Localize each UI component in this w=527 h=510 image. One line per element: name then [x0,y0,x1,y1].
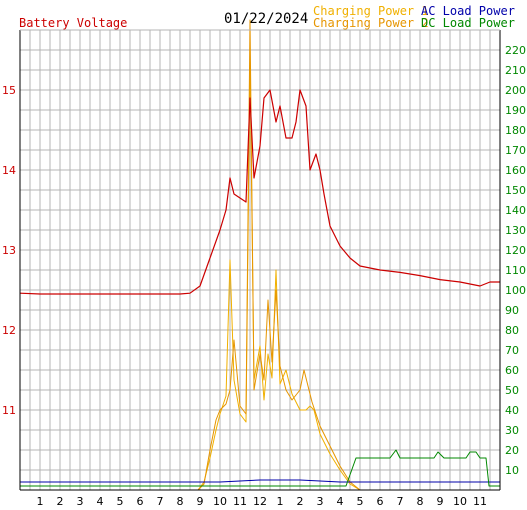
x-tick-label: 11 [473,495,487,508]
y-tick-label-right: 140 [505,204,526,217]
x-tick-label: 5 [357,495,364,508]
y-tick-label-right: 110 [505,264,526,277]
series-line-battery-voltage [19,89,500,295]
tick-labels: 1 2 3 4 5 6 7 8 9 10 11 12 1 2 3 4 5 6 7 8 9 10 11111213141510… [2,44,526,508]
series-line-charging-power-1 [20,59,500,491]
y-tick-label-right: 190 [505,104,526,117]
legend-charging-power-1: Charging Power 1 [313,4,429,18]
x-tick-label: 8 [417,495,424,508]
y-tick-label-right: 90 [505,304,519,317]
x-tick-label: 12 [253,495,267,508]
x-tick-label: 5 [117,495,124,508]
legend-dc-load-power: DC Load Power [421,16,515,30]
y-tick-label-left: 13 [2,244,16,257]
y-tick-label-right: 100 [505,284,526,297]
series-line-charging-power-2 [20,19,500,491]
y-tick-label-right: 80 [505,324,519,337]
y-tick-label-right: 200 [505,84,526,97]
grid-lines [19,29,501,490]
x-tick-label: 2 [57,495,64,508]
series-line-dc-load-power [20,449,500,487]
x-tick-label: 1 [277,495,284,508]
x-tick-label: 9 [197,495,204,508]
y-tick-label-right: 130 [505,224,526,237]
y-tick-label-right: 170 [505,144,526,157]
x-tick-label: 9 [437,495,444,508]
x-tick-label: 8 [177,495,184,508]
y-tick-label-right: 160 [505,164,526,177]
y-tick-label-left: 11 [2,404,16,417]
x-tick-label: 2 [297,495,304,508]
y-tick-label-right: 60 [505,364,519,377]
y-tick-label-right: 30 [505,424,519,437]
y-tick-label-left: 14 [2,164,16,177]
y-tick-label-right: 150 [505,184,526,197]
y-tick-label-right: 50 [505,384,519,397]
y-tick-label-right: 210 [505,64,526,77]
x-tick-label: 11 [233,495,247,508]
x-tick-label: 4 [97,495,104,508]
y-tick-label-right: 20 [505,444,519,457]
x-tick-label: 7 [397,495,404,508]
x-tick-label: 3 [77,495,84,508]
y-tick-label-right: 180 [505,124,526,137]
y-tick-label-left: 12 [2,324,16,337]
y-tick-label-right: 70 [505,344,519,357]
legend-ac-load-power: AC Load Power [421,4,515,18]
x-tick-label: 1 [37,495,44,508]
x-tick-label: 3 [317,495,324,508]
y-tick-label-right: 40 [505,404,519,417]
chart-date: 01/22/2024 [224,11,309,27]
x-tick-label: 6 [137,495,144,508]
x-tick-label: 6 [377,495,384,508]
series-layer [19,19,500,491]
y-tick-label-right: 120 [505,244,526,257]
series-line-ac-load-power [20,479,500,483]
axes-layer [19,29,501,491]
y-tick-label-left: 15 [2,84,16,97]
x-tick-label: 10 [453,495,467,508]
y-tick-label-right: 10 [505,464,519,477]
battery-voltage-title: Battery Voltage [19,16,128,30]
x-tick-label: 10 [213,495,227,508]
legend-charging-power-2: Charging Power 2 [313,16,429,30]
x-tick-label: 7 [157,495,164,508]
x-tick-label: 4 [337,495,344,508]
y-tick-label-right: 220 [505,44,526,57]
